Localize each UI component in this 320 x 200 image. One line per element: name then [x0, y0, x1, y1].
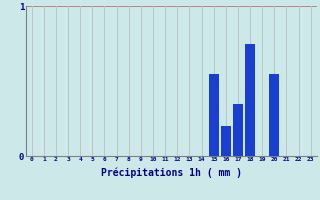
- Bar: [221, 126, 231, 156]
- Bar: [233, 104, 243, 156]
- Bar: [209, 73, 219, 156]
- Bar: [269, 73, 279, 156]
- X-axis label: Précipitations 1h ( mm ): Précipitations 1h ( mm ): [101, 168, 242, 178]
- Bar: [245, 44, 255, 156]
